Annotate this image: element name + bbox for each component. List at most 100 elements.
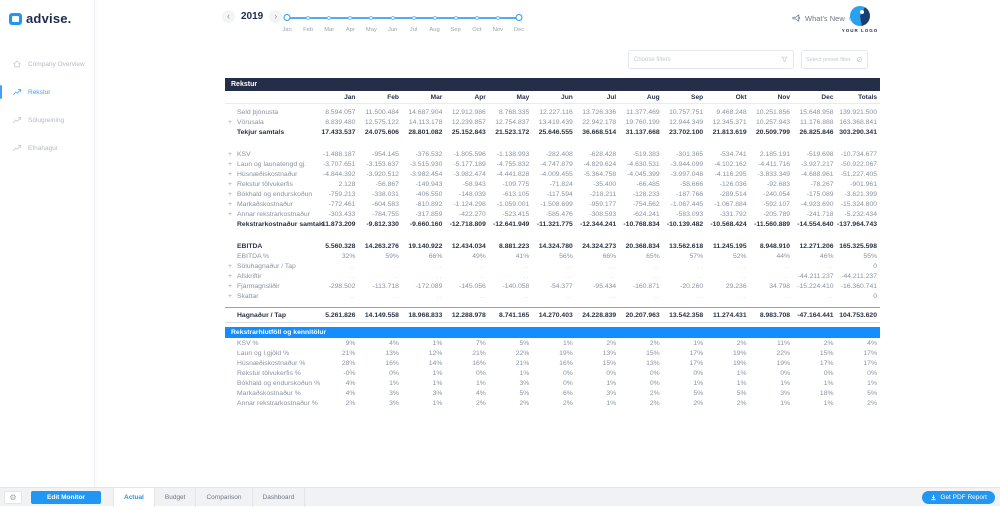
expand-icon[interactable]: + xyxy=(228,201,237,208)
cell: -137.964.743 xyxy=(837,221,880,228)
sidebar-item-s-lugreining[interactable]: Sölugreining xyxy=(0,106,94,134)
cell: 2% xyxy=(619,340,662,347)
sidebar-item-label: Rekstur xyxy=(28,89,50,96)
cell: 11.377.469 xyxy=(619,109,662,116)
cell: -303.433 xyxy=(315,211,358,218)
cell: -12.718.809 xyxy=(445,221,488,228)
edit-monitor-button[interactable]: Edit Monitor xyxy=(31,491,101,504)
expand-icon[interactable]: + xyxy=(228,161,237,168)
slider-stop xyxy=(306,16,310,20)
slider-handle-end[interactable] xyxy=(516,14,523,21)
cell: 1% xyxy=(793,380,836,387)
cell: 26.825.846 xyxy=(793,129,836,136)
sidebar-item-label: Company Overview xyxy=(28,61,85,68)
preset-filter-select[interactable]: Select preset filter xyxy=(801,50,868,69)
cell: 8.983.708 xyxy=(750,312,793,319)
cell: 1% xyxy=(706,380,749,387)
prev-year-button[interactable]: ‹ xyxy=(222,10,235,23)
expand-icon[interactable]: + xyxy=(228,181,237,188)
row-label-text: KSV xyxy=(237,151,251,158)
month-slider[interactable]: JanFebMarAprMayJunJulAugSepOctNovDec xyxy=(283,11,523,37)
cell: 13% xyxy=(576,350,619,357)
app-logo[interactable]: advise. xyxy=(0,0,94,26)
row-label: EBITDA xyxy=(225,243,315,250)
cell: 3% xyxy=(489,380,532,387)
cell: .. xyxy=(706,273,749,280)
cell: .. xyxy=(663,293,706,300)
cell: -0% xyxy=(315,370,358,377)
cell: .. xyxy=(358,263,401,270)
tab-comparison[interactable]: Comparison xyxy=(196,488,252,507)
cell: 1% xyxy=(750,380,793,387)
cell: 1% xyxy=(576,380,619,387)
cell: 5.261.826 xyxy=(315,312,358,319)
row-label-text: Söluhagnaður / Tap xyxy=(237,263,296,270)
cell: 14% xyxy=(402,360,445,367)
cell: -15.324.800 xyxy=(837,201,880,208)
cell: -51.227.405 xyxy=(837,171,880,178)
expand-icon[interactable]: + xyxy=(228,283,237,290)
cell: 3% xyxy=(402,390,445,397)
expand-icon[interactable]: + xyxy=(228,151,237,158)
slider-month-label: Mar xyxy=(324,27,334,33)
row-label: Rekstrarkostnaður samtals xyxy=(225,221,315,228)
row-label: Rekstur tölvukerfis % xyxy=(225,370,315,377)
expand-icon[interactable]: + xyxy=(228,273,237,280)
expand-icon[interactable]: + xyxy=(228,211,237,218)
year-selector: ‹ 2019 › xyxy=(222,10,282,23)
cell: 12.912.986 xyxy=(445,109,488,116)
table-row: +Húsnæðiskostnaður-4.844.392-3.920.512-3… xyxy=(225,169,880,179)
tab-dashboard[interactable]: Dashboard xyxy=(253,488,306,507)
table-row: +Skattar........................0 xyxy=(225,291,880,301)
cell: -10.139.482 xyxy=(663,221,706,228)
expand-icon[interactable]: + xyxy=(228,293,237,300)
cell: 14.149.558 xyxy=(358,312,401,319)
cell: -4.411.716 xyxy=(750,161,793,168)
cell: -218.211 xyxy=(576,191,619,198)
next-year-button[interactable]: › xyxy=(269,10,282,23)
cell: .. xyxy=(358,273,401,280)
cell: -613.105 xyxy=(489,191,532,198)
sidebar-item-company-overview[interactable]: Company Overview xyxy=(0,50,94,78)
cell: .. xyxy=(576,273,619,280)
get-pdf-report-button[interactable]: Get PDF Report xyxy=(922,491,995,504)
cell: -50.922.067 xyxy=(837,161,880,168)
expand-icon[interactable]: + xyxy=(228,263,237,270)
sidebar-item-efnahagur[interactable]: Efnahagur xyxy=(0,134,94,162)
cell: -10.768.834 xyxy=(619,221,662,228)
user-logo-badge[interactable]: YOUR LOGO xyxy=(838,6,882,33)
slider-stop xyxy=(327,16,331,20)
slider-stop xyxy=(391,16,395,20)
sidebar-item-label: Efnahagur xyxy=(28,145,58,152)
slider-handle-start[interactable] xyxy=(284,14,291,21)
expand-icon[interactable]: + xyxy=(228,171,237,178)
cell: 0% xyxy=(619,380,662,387)
row-label: +Markaðskostnaður xyxy=(225,201,315,208)
cell: 8.881.223 xyxy=(489,243,532,250)
row-label: KSV % xyxy=(225,340,315,347)
cell: 8.741.165 xyxy=(489,312,532,319)
cell: .. xyxy=(706,263,749,270)
cell: -92.683 xyxy=(750,181,793,188)
tab-budget[interactable]: Budget xyxy=(155,488,197,507)
row-label-text: Hagnaður / Tap xyxy=(237,312,286,319)
cell: -20.260 xyxy=(663,283,706,290)
cell: 3% xyxy=(358,390,401,397)
cell: 25.646.555 xyxy=(532,129,575,136)
expand-icon[interactable]: + xyxy=(228,191,237,198)
settings-gear-button[interactable]: ⚙ xyxy=(4,491,22,504)
cell: 14.324.780 xyxy=(532,243,575,250)
sidebar-item-rekstur[interactable]: Rekstur xyxy=(0,78,94,106)
choose-filters-input[interactable]: Choose filters xyxy=(628,50,794,69)
cell: 15% xyxy=(619,350,662,357)
expand-icon[interactable]: + xyxy=(228,119,237,126)
column-header-jan: Jan xyxy=(315,94,358,101)
cell: -47.164.441 xyxy=(793,312,836,319)
cell: -3.997.048 xyxy=(663,171,706,178)
cell: 4% xyxy=(315,390,358,397)
cell: 29.236 xyxy=(706,283,749,290)
cell: -145.056 xyxy=(445,283,488,290)
cell: -523.415 xyxy=(489,211,532,218)
cell: 1% xyxy=(663,380,706,387)
tab-actual[interactable]: Actual xyxy=(113,488,155,507)
